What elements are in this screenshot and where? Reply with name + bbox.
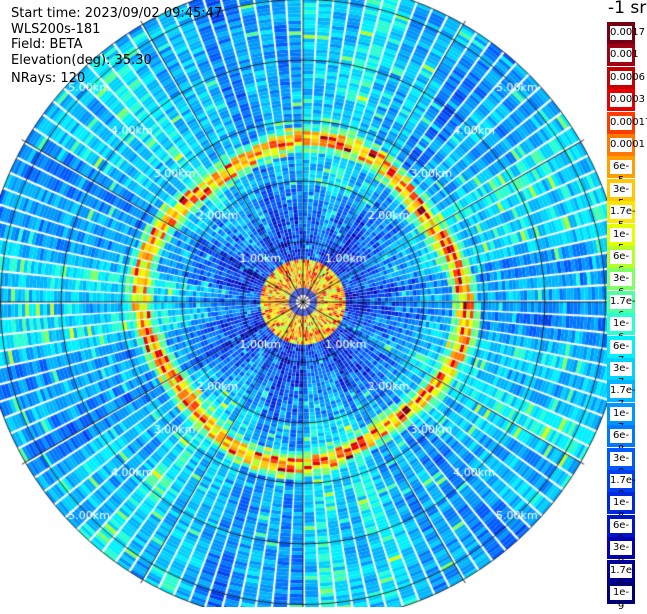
colorbar-cell: 1.7e-5 — [607, 201, 636, 231]
colorbar-cell: 3e-5 — [607, 178, 635, 209]
colorbar-cell: 0.0003 — [607, 89, 645, 112]
colorbar-cell: 1.7e-7 — [607, 380, 636, 410]
colorbar-tick-label: 1.7e-9 — [610, 563, 636, 590]
colorbar-tick-label: 0.0006 — [610, 70, 645, 85]
colorbar-tick-label: 6e-5 — [610, 160, 632, 186]
colorbar-tick-label: 1e-8 — [610, 496, 632, 522]
colorbar-unit-title: -1 sr — [608, 0, 647, 18]
colorbar-tick-label: 0.00017 — [610, 115, 647, 130]
colorbar-tick-label: 1.7e-5 — [610, 205, 636, 231]
colorbar-cell: 0.001 — [607, 44, 639, 67]
colorbar-cell: 6e-7 — [607, 335, 635, 366]
colorbar-tick-label: 1e-5 — [610, 227, 632, 254]
colorbar-tick-label: 3e-7 — [610, 362, 632, 388]
instrument-label: WLS200s-181 — [11, 22, 101, 37]
colorbar-tick-label: 0.0001 — [610, 138, 645, 152]
colorbar-cell: 1.7e-6 — [607, 290, 636, 321]
colorbar-tick-label: 6e-7 — [610, 339, 632, 366]
colorbar-tick-label: 1e-7 — [610, 406, 632, 433]
colorbar-tick-label: 1e-9 — [610, 586, 632, 612]
ppi-plot — [0, 0, 607, 607]
colorbar-tick-label: 6e-8 — [610, 429, 632, 455]
colorbar-tick-label: 0.001 — [610, 48, 639, 63]
colorbar-cell: 3e-6 — [607, 268, 635, 298]
colorbar-tick-label: 1.7e-7 — [610, 384, 636, 410]
colorbar-cell: 0.0006 — [607, 66, 645, 89]
elevation-label: Elevation(deg): 35.30 — [11, 53, 152, 68]
colorbar-cell: 1e-5 — [607, 223, 635, 254]
colorbar-tick-label: 0.0017 — [610, 26, 645, 40]
colorbar-cell: 1.7e-9 — [607, 559, 636, 590]
colorbar-cell: 1.7e-8 — [607, 470, 636, 500]
colorbar-cell: 0.0001 — [607, 134, 645, 156]
colorbar-tick-label: 1e-6 — [610, 317, 632, 343]
colorbar-tick-label: 3e-6 — [610, 272, 632, 298]
nrays-label: NRays: 120 — [11, 71, 86, 86]
colorbar-tick-label: 6e-6 — [610, 250, 632, 276]
colorbar-cell: 3e-9 — [607, 537, 635, 567]
colorbar-cell: 0.00017 — [607, 111, 647, 134]
start-time-label: Start time: 2023/09/02 09:45:47 — [11, 6, 223, 21]
colorbar-cell: 1e-6 — [607, 313, 635, 343]
colorbar-cell: 0.0017 — [607, 22, 645, 44]
colorbar-tick-label: 3e-8 — [610, 451, 632, 478]
colorbar-cell: 6e-5 — [607, 156, 635, 186]
colorbar-tick-label: 1.7e-6 — [610, 294, 636, 321]
colorbar-cell: 6e-8 — [607, 425, 635, 455]
colorbar-cell: 6e-9 — [607, 514, 635, 545]
colorbar-tick-label: 3e-5 — [610, 182, 632, 209]
colorbar-cell: 1e-8 — [607, 492, 635, 522]
colorbar-cell: 3e-7 — [607, 358, 635, 388]
colorbar-tick-label: 0.0003 — [610, 93, 645, 108]
colorbar-tick-label: 1.7e-8 — [610, 474, 636, 500]
colorbar-tick-label: 3e-9 — [610, 541, 632, 567]
colorbar-cell: 1e-9 — [607, 582, 635, 612]
colorbar-cell: 3e-8 — [607, 447, 635, 478]
colorbar-cell: 1e-7 — [607, 402, 635, 433]
colorbar-tick-label: 6e-9 — [610, 518, 632, 545]
field-label: Field: BETA — [11, 37, 83, 52]
colorbar-cell: 6e-6 — [607, 246, 635, 276]
